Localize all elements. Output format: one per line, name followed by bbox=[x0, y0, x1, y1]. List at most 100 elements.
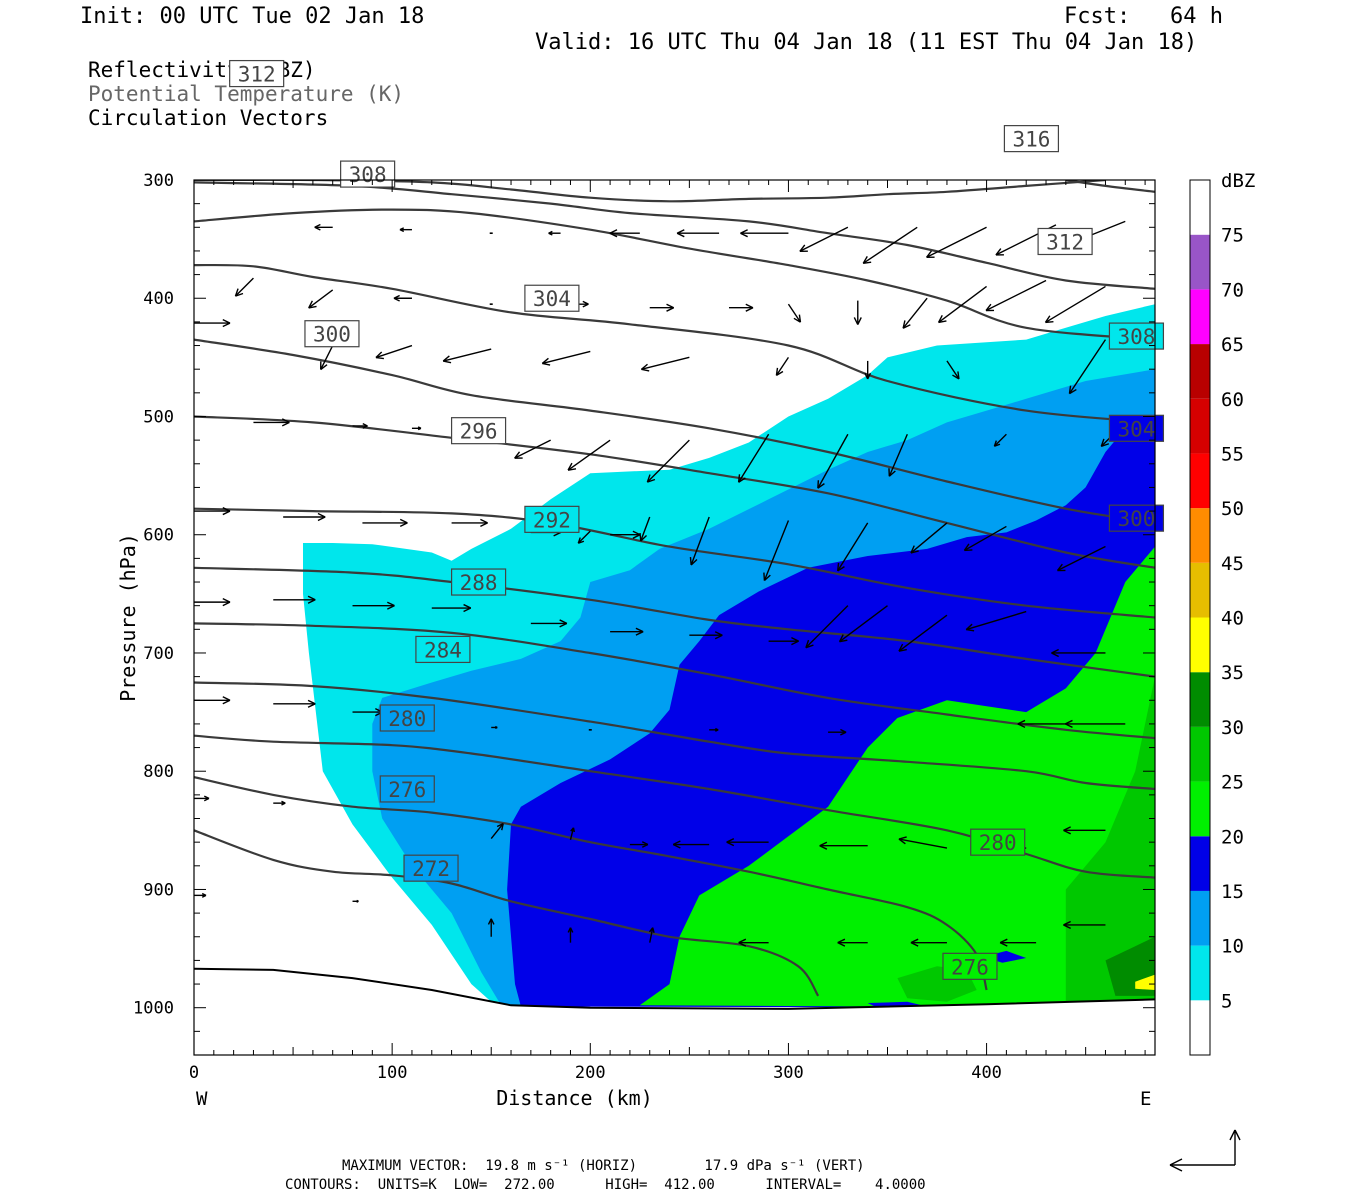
x-end-label-west: W bbox=[196, 1088, 208, 1110]
theta-label-box bbox=[403, 854, 459, 882]
vector-head bbox=[577, 537, 581, 544]
vector-head bbox=[937, 314, 943, 323]
colorbar-swatch-60 bbox=[1190, 344, 1210, 399]
circulation-vector bbox=[837, 938, 868, 947]
vector-head bbox=[985, 303, 992, 311]
vector-shaft bbox=[649, 927, 654, 943]
theta-label-text: 288 bbox=[460, 571, 498, 595]
theta-label-text: 292 bbox=[533, 508, 571, 532]
vector-head bbox=[995, 248, 1002, 256]
circulation-vector bbox=[567, 439, 611, 471]
vector-head bbox=[864, 372, 869, 380]
vector-head bbox=[666, 303, 675, 309]
vector-head bbox=[1017, 723, 1026, 729]
vector-head bbox=[496, 822, 504, 828]
vector-shaft bbox=[542, 350, 591, 365]
theta-contour-label: 312 bbox=[229, 59, 285, 88]
circulation-vector bbox=[993, 433, 1007, 447]
vector-head bbox=[838, 634, 844, 642]
circulation-vector bbox=[362, 518, 408, 528]
circulation-vector bbox=[763, 520, 790, 582]
vector-head bbox=[314, 226, 321, 231]
theta-contour-label: 272 bbox=[403, 854, 459, 882]
vector-head bbox=[863, 261, 872, 264]
circulation-vector bbox=[442, 348, 492, 364]
circulation-vector bbox=[541, 350, 591, 366]
theta-label-text: 300 bbox=[313, 323, 351, 347]
vector-shaft bbox=[938, 285, 987, 323]
y-tick-label: 1000 bbox=[133, 999, 174, 1019]
circulation-vector bbox=[937, 285, 987, 324]
circulation-vector bbox=[1064, 719, 1126, 729]
vector-head bbox=[356, 900, 359, 903]
circulation-vector bbox=[737, 433, 770, 483]
vector-head bbox=[320, 364, 328, 371]
vector-head bbox=[578, 540, 585, 544]
vector-head bbox=[582, 300, 589, 305]
colorbar-swatch-35 bbox=[1190, 617, 1210, 673]
colorbar-swatch-5 bbox=[1190, 945, 1210, 1001]
vector-head bbox=[999, 938, 1008, 944]
max-vector-note: MAXIMUM VECTOR: 19.8 m s⁻¹ (HORIZ) 17.9 … bbox=[342, 1158, 865, 1174]
vector-head bbox=[666, 307, 675, 312]
circulation-vector bbox=[283, 512, 326, 522]
colorbar-swatch-0 bbox=[1190, 1000, 1210, 1055]
theta-contour-label: 280 bbox=[970, 828, 1026, 856]
vector-head bbox=[567, 462, 573, 471]
vector-head bbox=[641, 368, 650, 372]
circulation-vector bbox=[985, 279, 1047, 312]
vector-shaft bbox=[1068, 339, 1107, 395]
vector-head bbox=[966, 628, 975, 632]
colorbar-swatch-70 bbox=[1190, 234, 1210, 290]
vector-head bbox=[281, 418, 290, 424]
vector-head bbox=[495, 726, 498, 730]
circulation-vector bbox=[491, 725, 498, 730]
y-tick-label: 600 bbox=[143, 526, 174, 546]
circulation-vector bbox=[1051, 648, 1106, 658]
vector-shaft bbox=[910, 522, 948, 554]
theta-label-box bbox=[229, 59, 285, 88]
circulation-vector bbox=[375, 344, 413, 360]
vector-shaft bbox=[898, 614, 948, 652]
vector-head bbox=[888, 470, 896, 477]
circulation-vector bbox=[838, 605, 888, 643]
forecast-hour: Fcst: 64 h bbox=[1064, 4, 1223, 29]
x-end-label-east: E bbox=[1140, 1088, 1151, 1110]
circulation-vector bbox=[817, 433, 849, 489]
vector-shaft bbox=[805, 605, 849, 649]
vector-shaft bbox=[993, 433, 1007, 447]
theta-label-box bbox=[524, 284, 580, 312]
y-tick-label: 500 bbox=[143, 407, 174, 427]
vector-head bbox=[632, 534, 641, 539]
vector-shaft bbox=[888, 433, 908, 477]
colorbar-tick-label: 75 bbox=[1221, 225, 1244, 247]
circulation-vector bbox=[490, 822, 504, 840]
circulation-vector bbox=[853, 300, 862, 325]
circulation-vector bbox=[609, 229, 640, 238]
circulation-vector bbox=[1044, 285, 1106, 324]
theta-contour-label: 288 bbox=[450, 568, 507, 596]
theta-contour-284 bbox=[194, 681, 1155, 791]
vector-head bbox=[791, 637, 799, 642]
vector-head bbox=[867, 372, 872, 380]
circulation-vector bbox=[530, 619, 568, 628]
circulation-vector bbox=[639, 516, 651, 542]
circulation-vector bbox=[569, 827, 576, 840]
vector-head bbox=[963, 543, 970, 551]
vector-shaft bbox=[320, 345, 334, 370]
colorbar: 5 10 15 20 25 30 35 40 45 50 55 60 65 70 75 dBZ bbox=[1189, 170, 1255, 1056]
vector-head bbox=[952, 374, 960, 380]
vector-head bbox=[222, 322, 231, 328]
vector-head bbox=[819, 845, 828, 850]
circulation-vector bbox=[910, 522, 948, 554]
vector-head bbox=[314, 223, 321, 228]
vector-head bbox=[281, 421, 290, 427]
vector-head bbox=[609, 229, 618, 234]
vector-head bbox=[387, 605, 395, 610]
y-tick-label: 400 bbox=[143, 289, 174, 309]
legend-circulation-vectors: Circulation Vectors bbox=[88, 106, 329, 130]
vector-head bbox=[726, 841, 735, 847]
theta-label-box bbox=[942, 952, 998, 980]
colorbar-swatch-20 bbox=[1190, 781, 1210, 837]
vector-head bbox=[738, 938, 747, 944]
